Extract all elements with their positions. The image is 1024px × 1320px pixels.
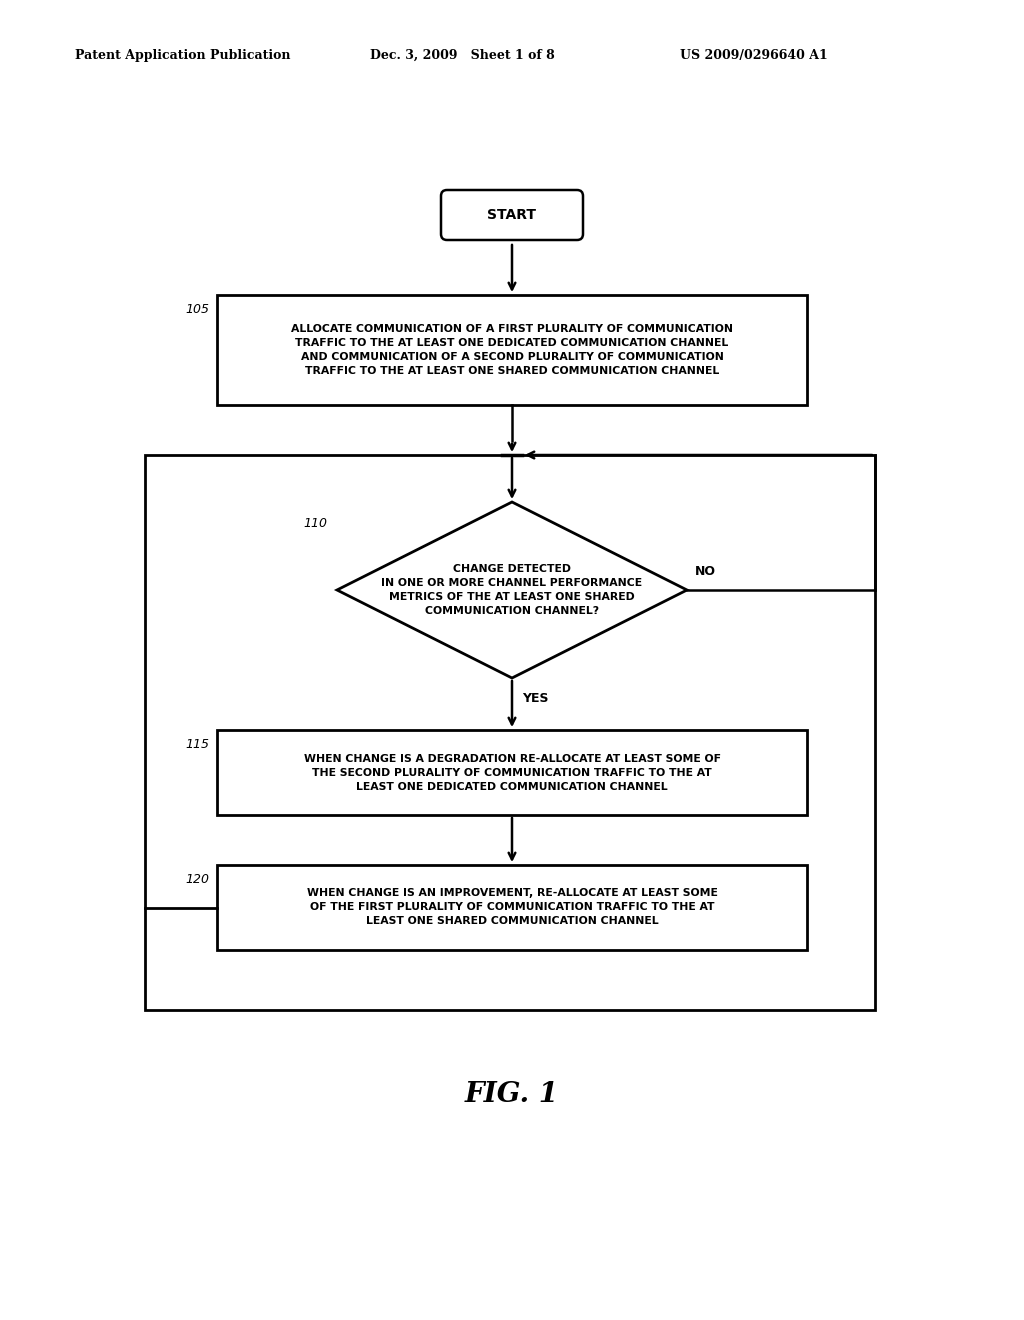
Bar [145, 455, 874, 1010]
Text: CHANGE DETECTED
IN ONE OR MORE CHANNEL PERFORMANCE
METRICS OF THE AT LEAST ONE S: CHANGE DETECTED IN ONE OR MORE CHANNEL P… [381, 564, 643, 616]
Text: YES: YES [522, 692, 549, 705]
Text: US 2009/0296640 A1: US 2009/0296640 A1 [680, 49, 827, 62]
Text: NO: NO [695, 565, 716, 578]
FancyBboxPatch shape [441, 190, 583, 240]
Text: WHEN CHANGE IS A DEGRADATION RE-ALLOCATE AT LEAST SOME OF
THE SECOND PLURALITY O: WHEN CHANGE IS A DEGRADATION RE-ALLOCATE… [303, 754, 721, 792]
Text: ALLOCATE COMMUNICATION OF A FIRST PLURALITY OF COMMUNICATION
TRAFFIC TO THE AT L: ALLOCATE COMMUNICATION OF A FIRST PLURAL… [291, 323, 733, 376]
Text: WHEN CHANGE IS AN IMPROVEMENT, RE-ALLOCATE AT LEAST SOME
OF THE FIRST PLURALITY : WHEN CHANGE IS AN IMPROVEMENT, RE-ALLOCA… [306, 888, 718, 927]
Text: 120: 120 [185, 873, 209, 886]
Bar [217, 865, 807, 950]
Text: 110: 110 [303, 517, 327, 531]
Text: START: START [487, 209, 537, 222]
Text: Dec. 3, 2009   Sheet 1 of 8: Dec. 3, 2009 Sheet 1 of 8 [370, 49, 555, 62]
Text: 105: 105 [185, 304, 209, 315]
Text: Patent Application Publication: Patent Application Publication [75, 49, 291, 62]
Polygon shape [337, 502, 687, 678]
Bar [217, 730, 807, 814]
Text: 115: 115 [185, 738, 209, 751]
Text: FIG. 1: FIG. 1 [465, 1081, 559, 1109]
Bar [217, 294, 807, 405]
